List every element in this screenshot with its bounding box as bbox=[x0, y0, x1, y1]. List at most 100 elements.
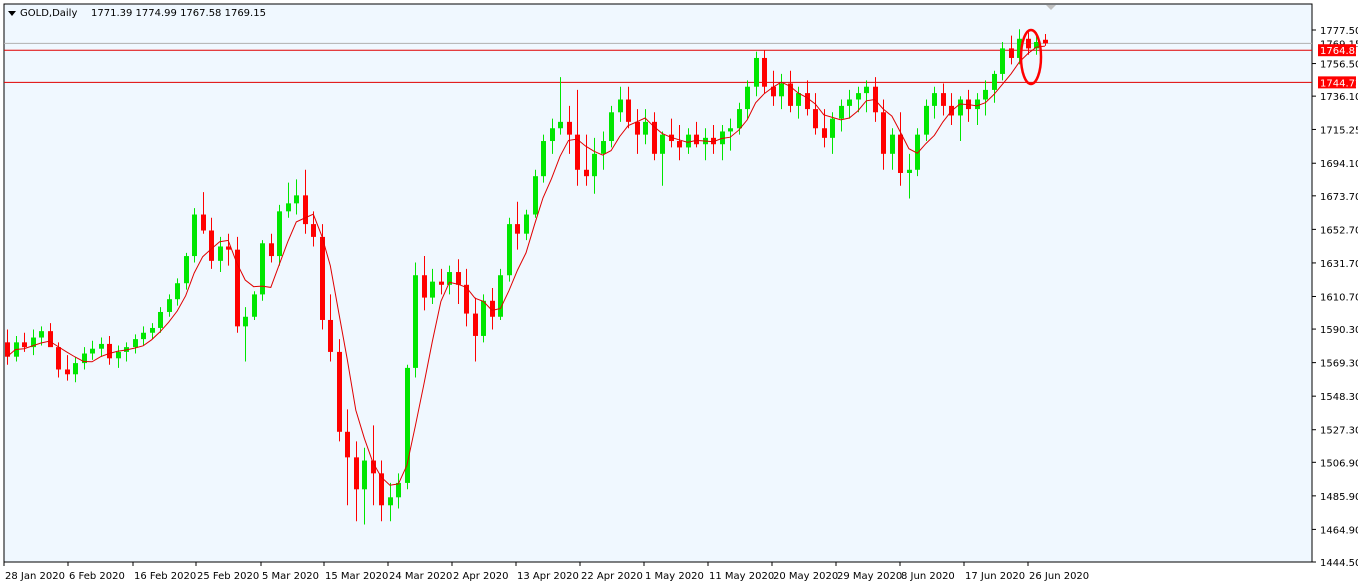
candle[interactable] bbox=[592, 137, 597, 194]
candle[interactable] bbox=[881, 99, 886, 170]
candle[interactable] bbox=[133, 334, 138, 354]
candle[interactable] bbox=[1043, 34, 1048, 46]
candle[interactable] bbox=[447, 265, 452, 295]
candle[interactable] bbox=[294, 179, 299, 215]
candle[interactable] bbox=[720, 125, 725, 161]
candle[interactable] bbox=[388, 482, 393, 522]
candle[interactable] bbox=[643, 109, 648, 145]
candle[interactable] bbox=[252, 291, 257, 320]
candle[interactable] bbox=[941, 83, 946, 116]
candle[interactable] bbox=[711, 125, 716, 154]
candle[interactable] bbox=[337, 339, 342, 442]
candle[interactable] bbox=[473, 297, 478, 362]
candle[interactable] bbox=[533, 169, 538, 218]
candle[interactable] bbox=[1026, 32, 1031, 55]
candle[interactable] bbox=[31, 329, 36, 356]
candle[interactable] bbox=[56, 342, 61, 378]
candle[interactable] bbox=[303, 169, 308, 234]
candle[interactable] bbox=[201, 192, 206, 234]
candle[interactable] bbox=[915, 128, 920, 177]
candle[interactable] bbox=[558, 77, 563, 135]
candle[interactable] bbox=[116, 345, 121, 368]
candle[interactable] bbox=[694, 121, 699, 148]
candle[interactable] bbox=[320, 224, 325, 330]
candle[interactable] bbox=[550, 118, 555, 154]
candle[interactable] bbox=[1000, 41, 1005, 81]
candle[interactable] bbox=[192, 208, 197, 263]
candle[interactable] bbox=[243, 307, 248, 362]
candle[interactable] bbox=[345, 409, 350, 506]
plot-area[interactable] bbox=[3, 3, 1313, 563]
candle[interactable] bbox=[175, 278, 180, 306]
candle[interactable] bbox=[405, 364, 410, 490]
candle[interactable] bbox=[107, 335, 112, 365]
candle[interactable] bbox=[39, 326, 44, 346]
candle[interactable] bbox=[439, 268, 444, 295]
candle[interactable] bbox=[260, 240, 265, 301]
candle[interactable] bbox=[90, 340, 95, 360]
candle[interactable] bbox=[158, 307, 163, 333]
candle[interactable] bbox=[575, 89, 580, 186]
triangle-down-icon[interactable] bbox=[8, 11, 16, 16]
candle[interactable] bbox=[481, 294, 486, 343]
candle[interactable] bbox=[728, 118, 733, 151]
candle[interactable] bbox=[277, 204, 282, 266]
candle[interactable] bbox=[992, 70, 997, 103]
candle[interactable] bbox=[167, 294, 172, 317]
candle[interactable] bbox=[677, 125, 682, 161]
candle[interactable] bbox=[890, 128, 895, 170]
candle[interactable] bbox=[498, 268, 503, 320]
candle[interactable] bbox=[983, 80, 988, 116]
candle[interactable] bbox=[924, 99, 929, 142]
candle[interactable] bbox=[371, 425, 376, 506]
candle[interactable] bbox=[65, 355, 70, 381]
candle[interactable] bbox=[430, 268, 435, 304]
candle[interactable] bbox=[813, 93, 818, 135]
candle[interactable] bbox=[218, 236, 223, 273]
candle[interactable] bbox=[779, 73, 784, 110]
candle[interactable] bbox=[311, 211, 316, 247]
candle[interactable] bbox=[839, 99, 844, 132]
candle[interactable] bbox=[413, 262, 418, 378]
candle[interactable] bbox=[745, 80, 750, 119]
candle[interactable] bbox=[796, 86, 801, 119]
candle[interactable] bbox=[464, 268, 469, 327]
candle[interactable] bbox=[150, 323, 155, 340]
candle[interactable] bbox=[184, 252, 189, 290]
candle[interactable] bbox=[652, 112, 657, 161]
candle[interactable] bbox=[762, 49, 767, 94]
candle[interactable] bbox=[898, 112, 903, 186]
candle[interactable] bbox=[788, 70, 793, 113]
candle[interactable] bbox=[541, 134, 546, 183]
candle[interactable] bbox=[660, 131, 665, 186]
candle[interactable] bbox=[975, 93, 980, 126]
candle[interactable] bbox=[48, 323, 53, 348]
candle[interactable] bbox=[635, 109, 640, 154]
candle[interactable] bbox=[226, 233, 231, 266]
candle[interactable] bbox=[362, 447, 367, 525]
candle[interactable] bbox=[507, 217, 512, 282]
candle[interactable] bbox=[422, 256, 427, 311]
candle[interactable] bbox=[601, 131, 606, 170]
candle[interactable] bbox=[396, 473, 401, 509]
candle[interactable] bbox=[932, 86, 937, 119]
candle[interactable] bbox=[873, 77, 878, 122]
candle[interactable] bbox=[1009, 35, 1014, 65]
candle[interactable] bbox=[269, 233, 274, 263]
candle[interactable] bbox=[141, 326, 146, 346]
candle[interactable] bbox=[1017, 29, 1022, 65]
candle[interactable] bbox=[524, 209, 529, 241]
candle[interactable] bbox=[609, 105, 614, 148]
candle[interactable] bbox=[209, 217, 214, 269]
candle[interactable] bbox=[626, 86, 631, 129]
candle[interactable] bbox=[379, 460, 384, 522]
candle[interactable] bbox=[567, 105, 572, 154]
candle[interactable] bbox=[754, 51, 759, 97]
candle[interactable] bbox=[686, 128, 691, 154]
candle[interactable] bbox=[354, 441, 359, 522]
candle[interactable] bbox=[907, 153, 912, 199]
candle[interactable] bbox=[82, 347, 87, 370]
candle[interactable] bbox=[99, 337, 104, 357]
candle[interactable] bbox=[286, 182, 291, 218]
